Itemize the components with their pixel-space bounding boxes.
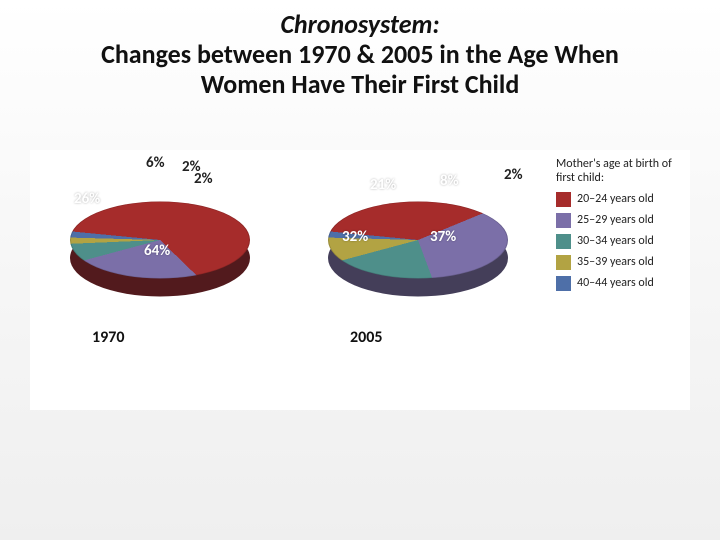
pie-1970-pct-20-24: 64% [144,242,170,260]
pie-2005-pct-30-34: 21% [370,176,396,194]
legend-row-0: 20–24 years old [556,192,678,207]
legend: Mother's age at birth of first child: 20… [556,158,678,297]
pie-2005-pct-25-29: 32% [342,228,368,246]
title-block: Chronosystem: Changes between 1970 & 200… [0,10,720,100]
pie-2005-pct-40-44: 2% [504,166,523,184]
title-line1: Chronosystem: [0,10,720,40]
pie-1970-pct-25-29: 26% [74,190,100,208]
legend-label-4: 40–44 years old [577,276,654,290]
pie-2005-year: 2005 [350,328,382,347]
legend-row-3: 35–39 years old [556,255,678,270]
pie-1970-year: 1970 [92,328,124,347]
legend-row-1: 25–29 years old [556,213,678,228]
pie-2005-pct-35-39: 8% [440,172,459,190]
legend-swatch-0 [556,192,571,207]
title-line3: Women Have Their First Child [0,70,720,100]
pie-1970-pct-40-44: 2% [194,170,213,188]
legend-label-0: 20–24 years old [577,192,654,206]
legend-label-1: 25–29 years old [577,213,654,227]
pie-1970-top [70,202,250,279]
legend-swatch-4 [556,276,571,291]
pie-1970-pct-30-34: 6% [146,154,165,172]
legend-swatch-2 [556,234,571,249]
legend-swatch-3 [556,255,571,270]
legend-title: Mother's age at birth of first child: [556,158,678,186]
slide: Chronosystem: Changes between 1970 & 200… [0,0,720,540]
legend-label-2: 30–34 years old [577,234,654,248]
pie-2005-pct-20-24: 37% [430,228,456,246]
legend-row-2: 30–34 years old [556,234,678,249]
legend-label-3: 35–39 years old [577,255,654,269]
legend-swatch-1 [556,213,571,228]
legend-row-4: 40–44 years old [556,276,678,291]
title-line2: Changes between 1970 & 2005 in the Age W… [0,40,720,70]
chart-panel: 64% 26% 6% 2% 2% 1970 37% 32% 21% 8% 2% … [30,150,690,410]
